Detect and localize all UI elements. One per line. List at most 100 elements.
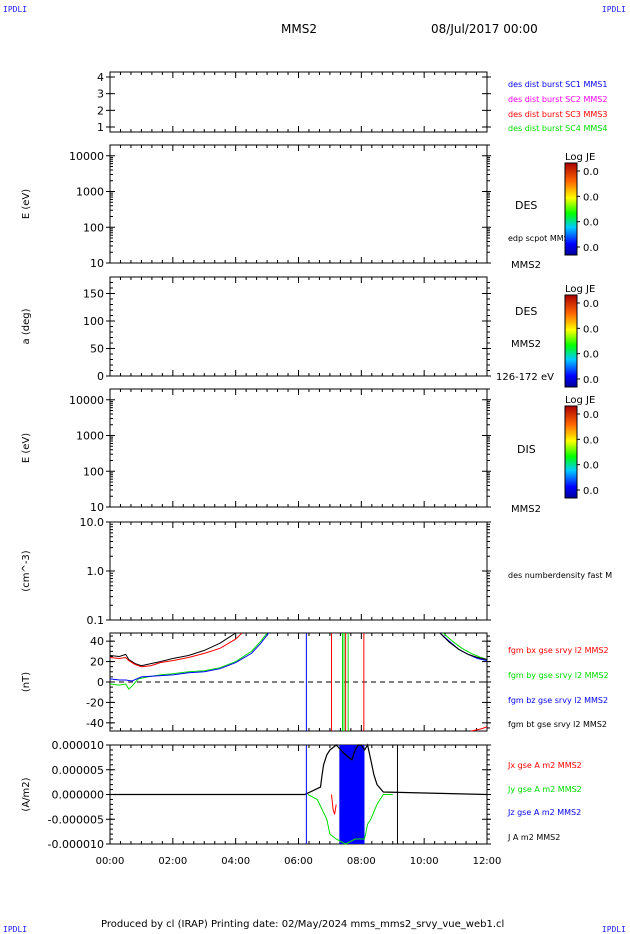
y-tick-label: 0.1 bbox=[87, 614, 105, 627]
legend-entry: des dist burst SC2 MMS2 bbox=[508, 95, 607, 104]
colorbar-tick-label: 0.0 bbox=[583, 324, 599, 335]
side-label: MMS2 bbox=[511, 260, 541, 271]
side-label: des numberdensity fast M bbox=[508, 571, 612, 580]
side-label: DES bbox=[515, 305, 537, 318]
field-series-line bbox=[109, 632, 236, 667]
y-tick-label: 0 bbox=[97, 676, 104, 689]
field-series-line bbox=[109, 632, 270, 682]
dis-energy-panel-frame bbox=[109, 388, 488, 508]
colorbar-tick-label: 0.0 bbox=[583, 218, 599, 229]
field-series-line bbox=[471, 726, 488, 732]
side-label: DIS bbox=[517, 443, 536, 456]
pitch-angle-panel-frame bbox=[109, 276, 488, 377]
x-tick-label: 00:00 bbox=[96, 856, 125, 867]
y-tick-label: 1.0 bbox=[87, 565, 105, 578]
y-tick-label: 150 bbox=[83, 288, 104, 301]
field-series-line bbox=[109, 632, 243, 668]
corner-label-bottom-right: IPDLI bbox=[601, 925, 626, 934]
y-tick-label: 10000 bbox=[69, 394, 104, 407]
y-tick-label: 4 bbox=[97, 71, 104, 84]
current-series-line bbox=[110, 743, 488, 796]
y-tick-label: 2 bbox=[97, 104, 104, 117]
y-tick-label: 0.000005 bbox=[52, 764, 105, 777]
colorbar-tick-label: 0.0 bbox=[583, 192, 599, 203]
side-label: 126-172 eV bbox=[496, 372, 554, 383]
legend-entry: fgm by gse srvy l2 MMS2 bbox=[508, 671, 609, 680]
footer-credits: Produced by cl (IRAP) Printing date: 02/… bbox=[101, 919, 505, 930]
y-tick-label: 1000 bbox=[76, 430, 104, 443]
current-series-line bbox=[307, 794, 393, 845]
x-tick-label: 10:00 bbox=[410, 856, 439, 867]
corner-label-top-right: IPDLI bbox=[601, 5, 626, 14]
field-series-line bbox=[439, 632, 488, 662]
legend-entry: Jx gse A m2 MMS2 bbox=[507, 761, 582, 770]
y-tick-label: 100 bbox=[83, 465, 104, 478]
legend-entry: des dist burst SC4 MMS4 bbox=[508, 124, 607, 133]
y-tick-label: 100 bbox=[83, 315, 104, 328]
y-tick-label: 100 bbox=[83, 221, 104, 234]
colorbar-tick-label: 0.0 bbox=[583, 461, 599, 472]
field-series-line bbox=[109, 632, 268, 690]
y-tick-label: 50 bbox=[90, 343, 104, 356]
des-energy-panel-frame bbox=[109, 144, 488, 264]
legend-entry: des dist burst SC1 MMS1 bbox=[508, 80, 607, 89]
side-label: MMS2 bbox=[511, 339, 541, 350]
current-series-line bbox=[331, 794, 337, 815]
y-tick-label: 20 bbox=[90, 656, 104, 669]
field-series-line bbox=[439, 632, 488, 660]
colorbar-tick-label: 0.0 bbox=[583, 243, 599, 254]
side-label: MMS2 bbox=[511, 504, 541, 515]
x-tick-label: 04:00 bbox=[221, 856, 250, 867]
y-tick-label: 1 bbox=[97, 121, 104, 134]
current-band-fill bbox=[339, 745, 365, 844]
colorbar-gradient bbox=[564, 294, 578, 388]
burst-panel-frame bbox=[109, 71, 488, 133]
y-axis-label: (A/m2) bbox=[21, 777, 32, 811]
y-axis-label: a (deg) bbox=[21, 308, 32, 344]
y-tick-label: 1000 bbox=[76, 186, 104, 199]
y-tick-label: 0 bbox=[97, 370, 104, 383]
legend-entry: Jz gse A m2 MMS2 bbox=[507, 808, 581, 817]
y-tick-label: -40 bbox=[86, 717, 104, 730]
legend-entry: fgm bz gse srvy l2 MMS2 bbox=[508, 696, 608, 705]
x-tick-label: 06:00 bbox=[284, 856, 313, 867]
side-label: DES bbox=[515, 199, 537, 212]
y-axis-label: (nT) bbox=[21, 672, 32, 692]
y-axis-label: (cm^-3) bbox=[21, 550, 32, 591]
colorbar-gradient bbox=[564, 162, 578, 256]
date-time-title: 08/Jul/2017 00:00 bbox=[431, 22, 538, 36]
colorbar-title: Log JE bbox=[565, 284, 595, 295]
y-tick-label: 0.000000 bbox=[52, 789, 105, 802]
colorbar-tick-label: 0.0 bbox=[583, 350, 599, 361]
colorbar-title: Log JE bbox=[565, 152, 595, 163]
legend-entry: J A m2 MMS2 bbox=[507, 833, 560, 842]
legend-entry: Jy gse A m2 MMS2 bbox=[507, 785, 582, 794]
y-tick-label: 10 bbox=[90, 501, 104, 514]
y-axis-label: E (eV) bbox=[21, 189, 32, 219]
y-tick-label: 10000 bbox=[69, 150, 104, 163]
y-tick-label: -0.000005 bbox=[48, 813, 104, 826]
spacecraft-title: MMS2 bbox=[281, 22, 317, 36]
y-tick-label: 10 bbox=[90, 257, 104, 270]
colorbar-gradient bbox=[564, 405, 578, 499]
y-axis-label: E (eV) bbox=[21, 433, 32, 463]
y-tick-label: 0.000010 bbox=[52, 739, 105, 752]
field-series-line bbox=[442, 632, 488, 660]
y-tick-label: -0.000010 bbox=[48, 838, 104, 851]
x-tick-label: 12:00 bbox=[473, 856, 502, 867]
legend-entry: fgm bt gse srvy l2 MMS2 bbox=[508, 720, 607, 729]
colorbar-tick-label: 0.0 bbox=[583, 486, 599, 497]
density-panel-frame bbox=[109, 521, 488, 621]
corner-label-top-left: IPDLI bbox=[3, 5, 28, 14]
x-tick-label: 02:00 bbox=[158, 856, 187, 867]
x-tick-label: 08:00 bbox=[347, 856, 376, 867]
y-tick-label: -20 bbox=[86, 696, 104, 709]
colorbar-title: Log JE bbox=[565, 395, 595, 406]
y-tick-label: 40 bbox=[90, 635, 104, 648]
legend-entry: fgm bx gse srvy l2 MMS2 bbox=[508, 646, 609, 655]
colorbar-tick-label: 0.0 bbox=[583, 435, 599, 446]
corner-label-bottom-left: IPDLI bbox=[3, 925, 28, 934]
colorbar-tick-label: 0.0 bbox=[583, 375, 599, 386]
colorbar-tick-label: 0.0 bbox=[583, 167, 599, 178]
